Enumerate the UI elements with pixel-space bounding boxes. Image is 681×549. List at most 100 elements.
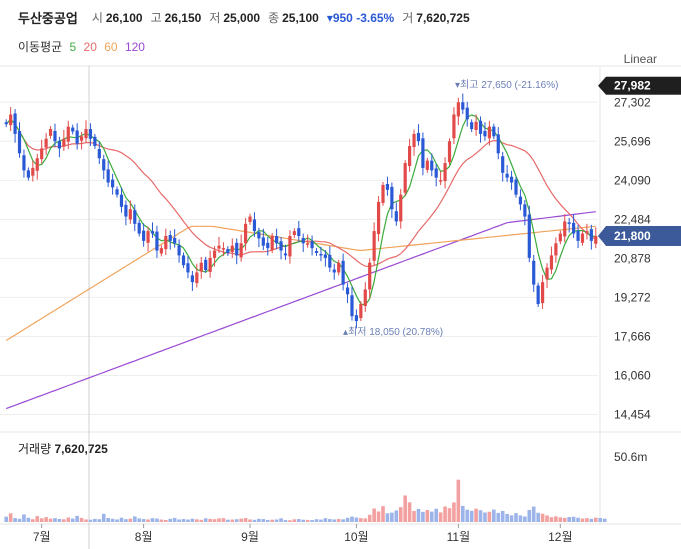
- candle: [275, 235, 279, 244]
- candle: [390, 186, 394, 210]
- volume-bar: [226, 519, 230, 522]
- volume-bar: [132, 516, 137, 522]
- candle: [93, 136, 97, 147]
- volume-bar: [137, 518, 142, 522]
- candle: [527, 214, 531, 258]
- candle: [257, 232, 261, 239]
- volume-bar: [301, 519, 306, 522]
- y-tick-label: 22,484: [614, 212, 651, 226]
- low-annotation: ▴최저 18,050 (20.78%): [343, 326, 443, 338]
- scale-mode-toggle[interactable]: Linear: [623, 52, 657, 66]
- volume-bar: [452, 502, 456, 522]
- volume-bar: [106, 518, 110, 522]
- candle: [181, 255, 186, 266]
- candle: [478, 120, 483, 134]
- candle: [408, 146, 412, 166]
- volume-bar: [146, 519, 150, 522]
- volume-bar: [234, 519, 239, 522]
- volume-bar: [456, 479, 461, 522]
- axes: 27,302 25,696 24,090 22,484 20,878 19,272 17,6…: [33, 95, 651, 544]
- low-label: 저: [209, 11, 221, 25]
- candle: [505, 173, 509, 178]
- candle: [403, 163, 407, 193]
- candle: [48, 129, 53, 136]
- candle: [501, 156, 505, 173]
- candle: [523, 204, 527, 217]
- x-tick-label: 8월: [135, 530, 153, 544]
- volume-bar: [531, 506, 536, 522]
- candle: [159, 248, 163, 254]
- candle: [164, 235, 168, 250]
- volume-bar: [487, 511, 492, 522]
- candle: [345, 287, 350, 295]
- moving-average-legend[interactable]: 이동평균 5 20 60 120: [18, 38, 149, 55]
- volume-bar: [554, 516, 558, 522]
- candle: [40, 148, 44, 160]
- volume-bar: [39, 518, 44, 522]
- candle: [474, 121, 478, 131]
- candle: [341, 260, 345, 285]
- volume-bar: [44, 517, 48, 522]
- candle: [301, 237, 305, 244]
- volume-label: 거: [402, 11, 414, 25]
- candle: [177, 245, 181, 256]
- candle: [328, 254, 332, 268]
- volume-bar: [124, 519, 128, 522]
- volume-bar: [390, 512, 394, 522]
- volume-bar: [359, 518, 363, 522]
- volume-bar: [394, 510, 399, 522]
- candle: [248, 216, 252, 222]
- volume-bar: [310, 520, 314, 522]
- y-tick-label: 24,090: [614, 173, 651, 187]
- candle: [470, 122, 474, 130]
- volume-bar: [403, 495, 407, 522]
- price-tags: ▾최고 27,650 (-21.16%) ▴최저 18,050 (20.78%) 2…: [343, 76, 681, 338]
- candle: [261, 237, 265, 246]
- volume-bar: [35, 516, 40, 522]
- volume-bar: [412, 510, 416, 522]
- volume-bar: [239, 518, 243, 522]
- change-value: ▾950 -3.65%: [326, 10, 395, 25]
- volume-bar: [514, 513, 518, 522]
- candle: [594, 235, 598, 244]
- candle: [549, 255, 554, 270]
- ma60-label: 60: [104, 40, 118, 54]
- candle: [235, 242, 239, 256]
- candle: [337, 262, 341, 273]
- candle: [128, 209, 132, 220]
- candle: [518, 196, 523, 205]
- volume-bar: [292, 519, 297, 522]
- volume-bar: [155, 518, 159, 522]
- volume-bar: [190, 518, 195, 522]
- volume-bar: [8, 513, 13, 522]
- x-tick-label: 9월: [241, 530, 259, 544]
- candle: [487, 126, 491, 139]
- volume-bar: [79, 517, 84, 522]
- candle: [62, 138, 66, 147]
- close-value: 25,100: [282, 10, 319, 25]
- volume-bar: [332, 519, 337, 522]
- volume-bar: [345, 517, 350, 522]
- volume-bar: [319, 519, 323, 522]
- volume-bar: [230, 519, 235, 522]
- candle: [288, 235, 292, 257]
- candle: [84, 129, 88, 139]
- volume-bar: [279, 518, 283, 522]
- candle: [368, 262, 372, 290]
- volume-bar: [159, 519, 164, 522]
- volume-bar: [500, 510, 505, 522]
- volume-bar: [75, 515, 79, 522]
- volume-bar: [602, 518, 607, 522]
- candle: [53, 130, 57, 142]
- volume-bar: [243, 518, 248, 522]
- candle: [71, 127, 75, 132]
- volume-bar: [540, 513, 545, 522]
- candle: [44, 138, 48, 148]
- volume-bar: [274, 519, 279, 522]
- volume-bar: [567, 517, 571, 522]
- x-tick-label: 7월: [33, 530, 51, 544]
- volume-bar: [367, 514, 372, 522]
- open-label: 시: [91, 11, 103, 25]
- volume-bar: [505, 513, 509, 522]
